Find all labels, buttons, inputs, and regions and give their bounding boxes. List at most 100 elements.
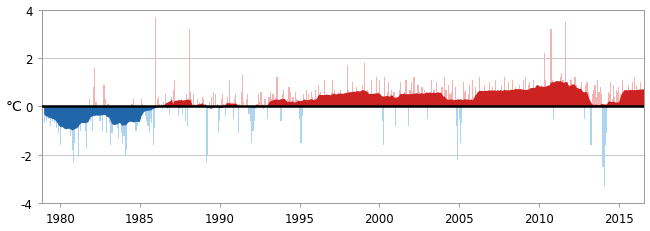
Bar	[471, 100, 472, 107]
Bar	[51, 107, 53, 122]
Bar	[258, 95, 259, 107]
Bar	[247, 95, 248, 107]
Bar	[181, 100, 182, 107]
Bar	[364, 64, 365, 107]
Bar	[330, 97, 331, 107]
Bar	[250, 107, 251, 122]
Bar	[536, 88, 537, 107]
Bar	[331, 93, 332, 107]
Bar	[427, 107, 428, 119]
Bar	[516, 102, 517, 107]
Bar	[188, 30, 190, 107]
Bar	[163, 102, 164, 107]
Bar	[142, 105, 143, 107]
Bar	[537, 97, 538, 107]
Bar	[354, 93, 355, 107]
Bar	[508, 83, 509, 107]
Bar	[146, 107, 147, 122]
Bar	[46, 107, 47, 122]
Bar	[164, 95, 166, 107]
Bar	[101, 107, 102, 114]
Bar	[378, 93, 379, 107]
Bar	[117, 107, 118, 129]
Bar	[134, 107, 135, 117]
Bar	[525, 78, 526, 107]
Bar	[218, 107, 219, 134]
Bar	[173, 90, 174, 107]
Bar	[478, 78, 480, 107]
Bar	[623, 90, 625, 107]
Bar	[294, 105, 295, 107]
Bar	[44, 107, 45, 124]
Bar	[625, 97, 626, 107]
Bar	[420, 97, 421, 107]
Bar	[350, 102, 351, 107]
Bar	[408, 107, 410, 126]
Bar	[569, 88, 570, 107]
Bar	[267, 107, 268, 119]
Bar	[393, 93, 395, 107]
Bar	[545, 80, 546, 107]
Bar	[209, 102, 210, 107]
Bar	[348, 90, 350, 107]
Bar	[235, 95, 237, 107]
Bar	[383, 107, 384, 146]
Bar	[566, 83, 567, 107]
Bar	[61, 107, 62, 129]
Bar	[344, 105, 345, 107]
Bar	[49, 107, 50, 114]
Bar	[85, 107, 86, 131]
Bar	[110, 107, 111, 146]
Bar	[630, 102, 631, 107]
Bar	[385, 97, 387, 107]
Bar	[129, 107, 130, 117]
Bar	[403, 97, 404, 107]
Bar	[315, 90, 316, 107]
Bar	[382, 107, 383, 122]
Bar	[320, 93, 322, 107]
Bar	[196, 100, 198, 107]
Bar	[605, 107, 606, 146]
Bar	[432, 100, 433, 107]
Bar	[351, 95, 352, 107]
Bar	[641, 95, 642, 107]
Bar	[593, 90, 594, 107]
Bar	[62, 107, 63, 119]
Bar	[124, 107, 125, 136]
Bar	[131, 105, 133, 107]
Bar	[481, 90, 482, 107]
Bar	[319, 95, 320, 107]
Bar	[358, 100, 359, 107]
Bar	[139, 107, 140, 114]
Bar	[406, 80, 407, 107]
Bar	[549, 93, 551, 107]
Bar	[597, 80, 598, 107]
Bar	[517, 90, 518, 107]
Bar	[322, 97, 323, 107]
Bar	[410, 90, 411, 107]
Bar	[428, 97, 429, 107]
Bar	[332, 80, 333, 107]
Bar	[644, 80, 645, 107]
Bar	[92, 107, 93, 131]
Bar	[415, 100, 416, 107]
Bar	[501, 85, 502, 107]
Bar	[417, 85, 419, 107]
Bar	[149, 107, 150, 134]
Bar	[460, 107, 461, 143]
Bar	[96, 102, 97, 107]
Bar	[223, 105, 224, 107]
Bar	[154, 107, 155, 129]
Bar	[557, 83, 558, 107]
Bar	[523, 80, 524, 107]
Bar	[287, 100, 288, 107]
Bar	[396, 102, 397, 107]
Bar	[619, 95, 621, 107]
Bar	[103, 85, 105, 107]
Bar	[342, 100, 343, 107]
Bar	[580, 88, 581, 107]
Bar	[389, 95, 391, 107]
Bar	[155, 18, 157, 107]
Bar	[125, 107, 126, 155]
Bar	[314, 100, 315, 107]
